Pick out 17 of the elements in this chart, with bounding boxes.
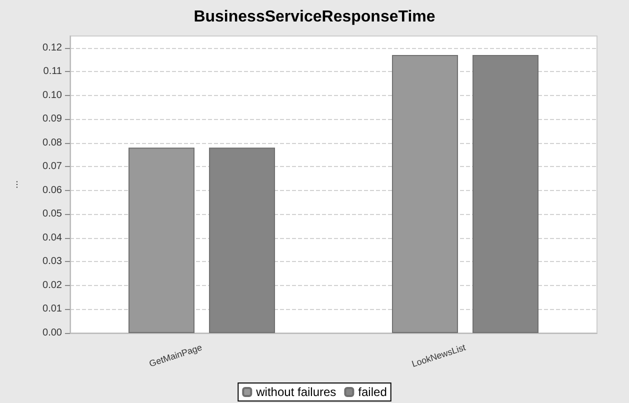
legend-label: failed (358, 385, 387, 399)
y-tick-label: 0.06 (42, 184, 62, 196)
y-tick-label: 0.12 (42, 42, 62, 54)
y-tick-label: 0.10 (42, 90, 62, 101)
y-tick-label: 0.08 (42, 137, 62, 148)
y-axis-title: ... (10, 180, 20, 189)
y-tick-label: 0.01 (42, 304, 62, 315)
y-tick-label: 0.09 (42, 114, 62, 125)
y-tick-label: 0.00 (42, 328, 62, 338)
legend-label: without failures (255, 385, 336, 399)
chart-title: BusinessServiceResponseTime (194, 8, 436, 26)
y-tick-label: 0.07 (42, 161, 62, 172)
y-tick-label: 0.03 (42, 256, 62, 268)
y-tick-label: 0.11 (43, 66, 62, 78)
y-tick-label: 0.04 (42, 232, 62, 244)
y-tick-label: 0.05 (42, 208, 62, 220)
y-tick-label: 0.02 (42, 280, 62, 291)
